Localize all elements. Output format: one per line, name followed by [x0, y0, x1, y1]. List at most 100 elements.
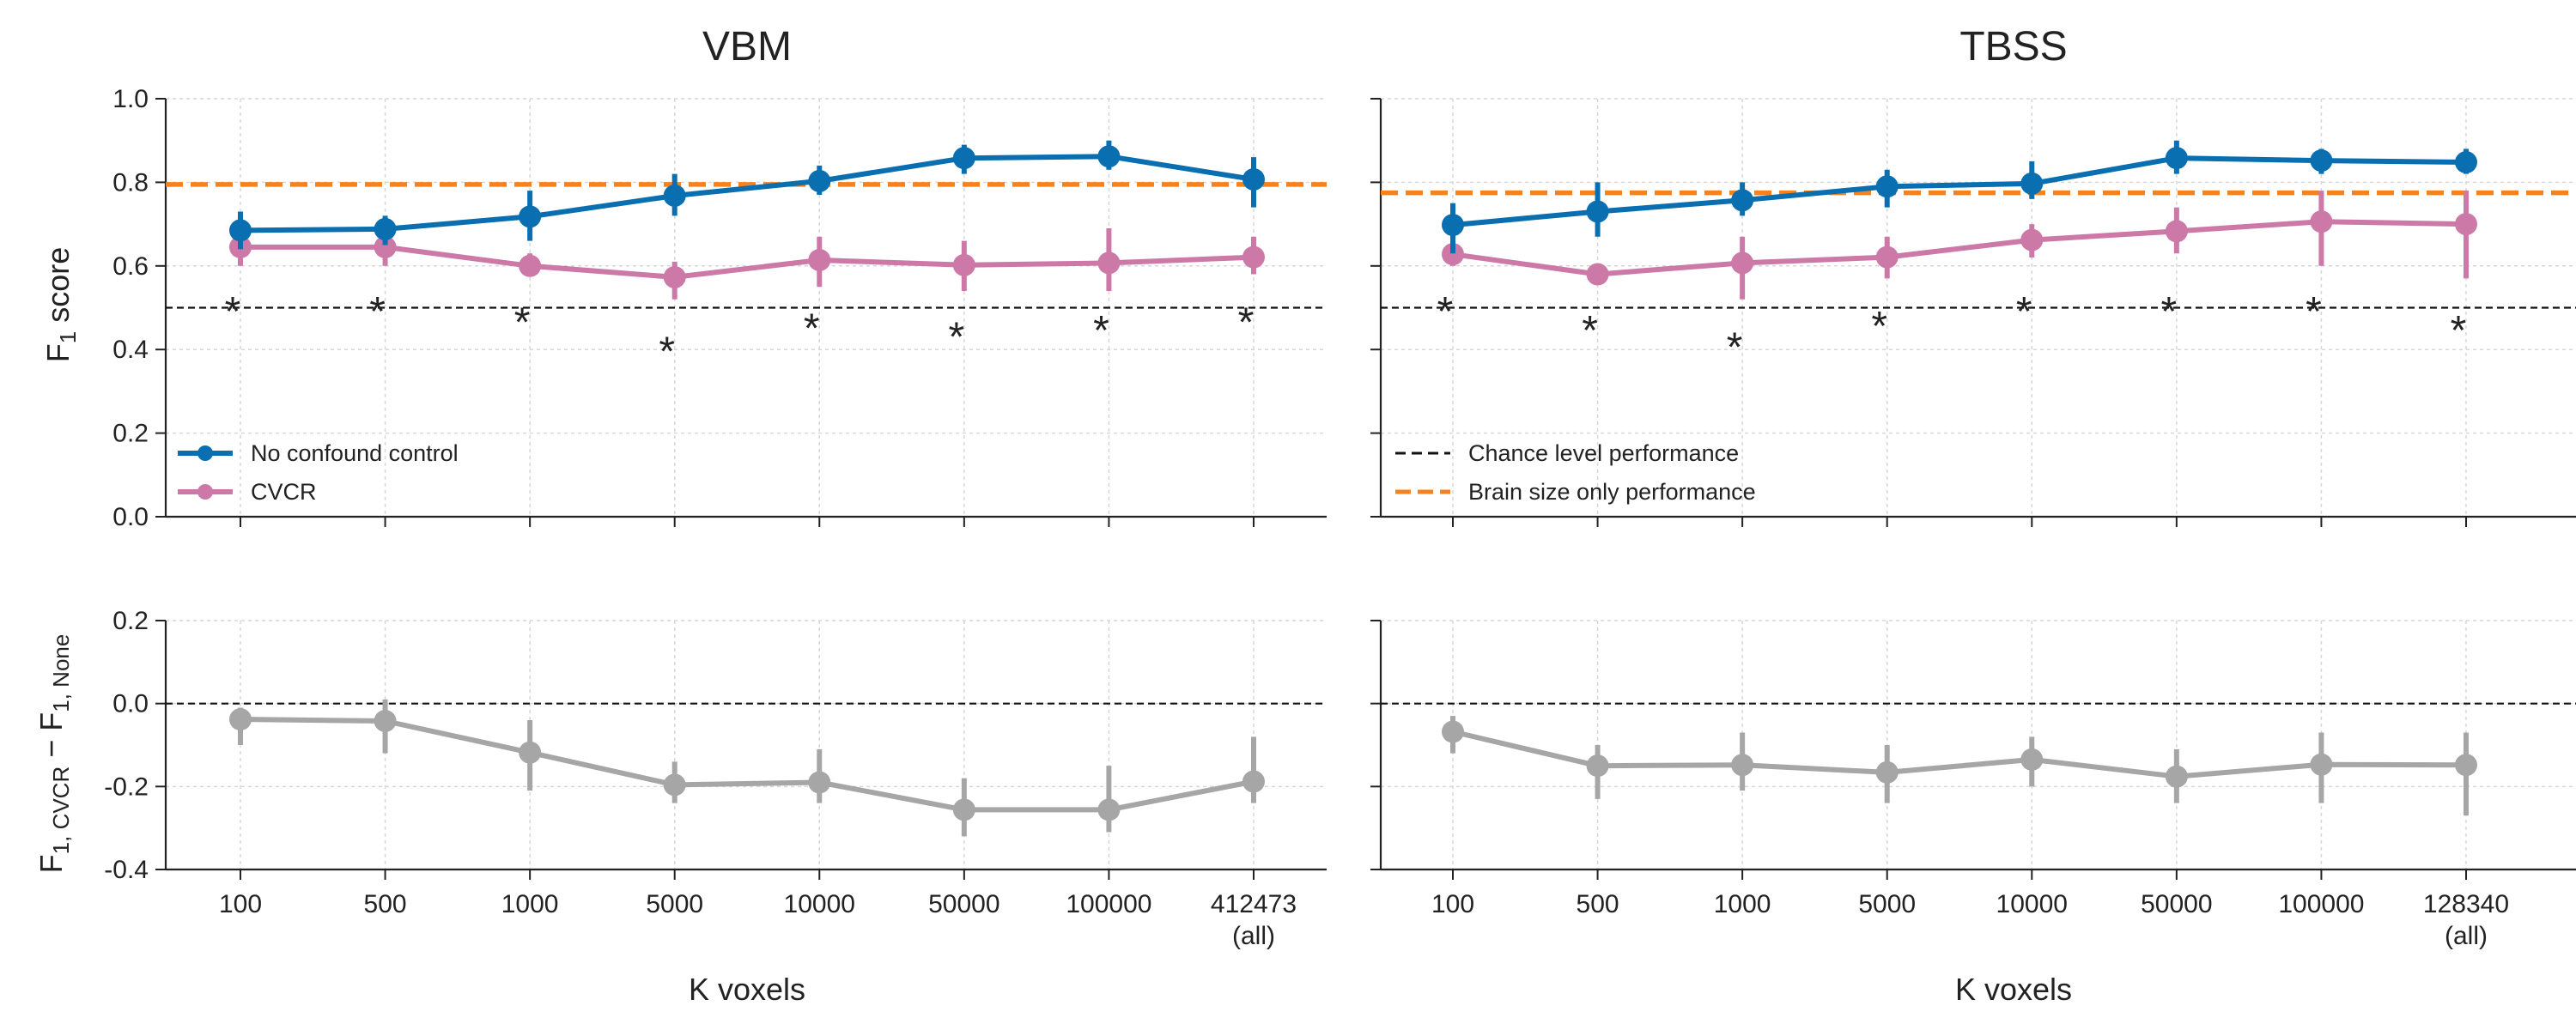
vbm_diff-xtick-label-3: 5000: [646, 890, 703, 918]
tbss_diff-series-0-point-1: [1586, 754, 1609, 778]
tbss_f1-panel: * * * * * * * *: [1370, 98, 2576, 527]
vbm_f1-ytick-label-2: 0.4: [112, 336, 149, 364]
vbm_f1-series-0-point-1: [374, 217, 397, 240]
vbm-panel-title: VBM: [702, 24, 792, 70]
tbss_diff-xtick-extra-7: (all): [2445, 922, 2488, 950]
top-y-label-sub: 1: [55, 331, 81, 343]
tbss_diff-series-0-line: [1450, 729, 2469, 779]
vbm_diff-xtick-extra-7: (all): [1232, 922, 1275, 950]
vbm_diff-series-0-point-0: [229, 708, 252, 731]
vbm_diff-ytick-label-0: -0.4: [104, 856, 149, 884]
vbm_f1-significance-7: *: [1238, 300, 1255, 345]
tbss_diff-xtick-label-1: 500: [1577, 890, 1619, 918]
tbss_diff-panel: 100 500 1000 5000 10000 50000 100000 128340 (all…: [1370, 620, 2576, 950]
tbss_f1-series-0-point-0: [1442, 214, 1464, 237]
bottom-y-label-sub1: 1, CVCR: [48, 766, 74, 855]
vbm_f1-series-1-point-6: [1097, 251, 1121, 275]
vbm_f1-ytick-label-0: 0.0: [112, 503, 149, 531]
legend-left-label-1: CVCR: [251, 479, 317, 505]
top-y-label-f: F: [40, 343, 76, 362]
tbss_f1-series-0-line: [1450, 155, 2469, 228]
vbm_f1-series-0-point-0: [229, 219, 252, 242]
tbss_f1-significance-6: *: [2306, 289, 2322, 335]
tbss_diff-series-0-point-6: [2310, 753, 2333, 776]
vbm_f1-series-1-line: [238, 244, 1256, 280]
vbm_f1-ytick-label-4: 0.8: [112, 168, 149, 197]
tbss_f1-significance-1: *: [1582, 308, 1598, 354]
vbm_f1-series-1-point-2: [519, 254, 542, 277]
vbm_f1-significance-6: *: [1093, 308, 1109, 354]
vbm_f1-series-0-line: [238, 154, 1256, 233]
legend-left-swatch-marker-0: [197, 445, 213, 461]
vbm_f1-series-0-point-6: [1097, 145, 1121, 168]
vbm_diff-series-0-point-7: [1242, 770, 1265, 793]
vbm_f1-series-0-point-3: [663, 184, 686, 207]
tbss_f1-series-0-point-4: [2020, 172, 2044, 195]
tbss_f1-significance-2: *: [1727, 325, 1743, 371]
bottom-y-label-mid: − F: [33, 712, 69, 766]
tbss_f1-series-0-point-5: [2165, 147, 2188, 170]
vbm_diff-series-0-point-6: [1097, 798, 1121, 821]
vbm_diff-panel: -0.4 -0.2 0.0 0.2 100 500 1000 5000 10000 50000 10…: [104, 607, 1327, 950]
vbm_f1-panel: 0.0 0.2 0.4 0.6 0.8 1.0 * * * * * * * *: [112, 85, 1327, 531]
tbss-panel-title: TBSS: [1959, 24, 2067, 70]
vbm_diff-series-0-point-4: [808, 771, 831, 794]
vbm_f1-series-0-point-5: [952, 147, 975, 170]
legend-right-label-0: Chance level performance: [1468, 440, 1739, 466]
tbss_diff-series-0-point-2: [1731, 754, 1754, 777]
vbm-x-axis-label: K voxels: [689, 972, 805, 1007]
tbss_f1-series-1-point-5: [2165, 220, 2188, 243]
tbss_f1-significance-5: *: [2161, 289, 2178, 335]
vbm_f1-significance-3: *: [659, 329, 675, 374]
tbss_f1-series-0-point-1: [1586, 200, 1609, 223]
plot-layer: 0.00.20.40.60.81.0* * *** * * * * * * * * * * *-0.4-0…: [104, 85, 2576, 950]
tbss_f1-significance-0: *: [1437, 289, 1454, 335]
vbm_f1-series-1-point-7: [1242, 245, 1265, 269]
tbss_f1-series-1-point-6: [2310, 210, 2333, 233]
vbm_f1-series-0-point-4: [808, 169, 831, 192]
vbm_f1-significance-1: *: [369, 289, 386, 335]
legend-left-swatch-marker-1: [197, 484, 213, 500]
tbss_diff-series-0-point-3: [1875, 760, 1899, 784]
vbm_diff-series-0-point-1: [374, 709, 397, 732]
legend-right-label-1: Brain size only performance: [1468, 479, 1756, 505]
legend-layer: No confound control CVCR Chance level perf…: [178, 440, 1756, 505]
tbss_f1-series-0-point-3: [1875, 175, 1899, 198]
tbss_f1-series-1-line: [1450, 219, 2469, 277]
tbss_f1-significance-3: *: [1871, 304, 1887, 349]
vbm_f1-series-1-point-3: [663, 265, 686, 288]
vbm_diff-xtick-label-4: 10000: [784, 890, 855, 918]
tbss_f1-series-1-point-1: [1586, 263, 1609, 286]
vbm_diff-xtick-label-6: 100000: [1066, 890, 1151, 918]
tbss_f1-series-1-point-7: [2454, 213, 2477, 236]
tbss_f1-significance-7: *: [2451, 308, 2467, 354]
tbss_diff-xtick-label-3: 5000: [1858, 890, 1916, 918]
tbss_f1-series-1-point-3: [1875, 245, 1899, 269]
vbm_diff-xtick-label-2: 1000: [501, 890, 559, 918]
top-y-label-tail: score: [40, 247, 76, 331]
bottom-y-label-sub2: 1, None: [48, 634, 74, 712]
tbss_f1-series-0-point-6: [2310, 149, 2333, 173]
tbss_f1-series-1-point-0: [1442, 243, 1464, 266]
tbss_diff-xtick-label-5: 50000: [2141, 890, 2212, 918]
vbm_f1-series-1-point-5: [952, 253, 975, 276]
vbm_f1-series-1-point-1: [374, 235, 397, 258]
vbm_f1-significance-4: *: [804, 306, 820, 352]
tbss_diff-series-0-point-5: [2165, 765, 2188, 788]
vbm_diff-xtick-label-0: 100: [219, 890, 262, 918]
tbss-x-axis-label: K voxels: [1955, 972, 2072, 1007]
vbm_f1-ytick-label-5: 1.0: [112, 85, 149, 113]
bottom-y-axis-label: F1, CVCR − F1, None: [33, 634, 74, 874]
tbss_diff-series-0-point-7: [2454, 754, 2477, 777]
top-y-axis-label: F1 score: [40, 247, 81, 363]
tbss_diff-series-0-point-0: [1442, 720, 1464, 743]
vbm_f1-ytick-label-3: 0.6: [112, 252, 149, 281]
vbm_diff-series-0-point-5: [952, 798, 975, 821]
tbss_diff-xtick-label-4: 10000: [1996, 890, 2068, 918]
vbm_f1-ytick-label-1: 0.2: [112, 420, 149, 448]
tbss_f1-significance-4: *: [2016, 289, 2032, 335]
vbm_f1-significance-0: *: [225, 289, 241, 335]
tbss_diff-xtick-label-2: 1000: [1714, 890, 1771, 918]
vbm_diff-series-0-point-2: [519, 741, 542, 764]
